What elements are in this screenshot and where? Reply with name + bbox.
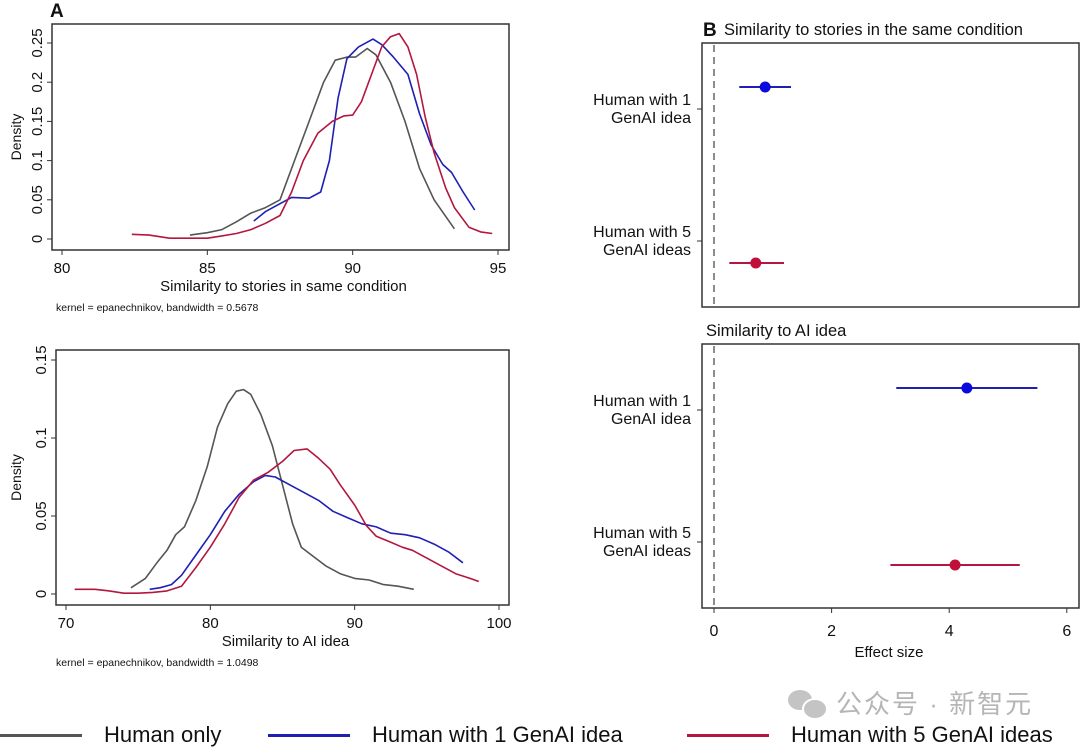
legend: Human only Human with 1 GenAI idea Human… [0,722,1080,752]
plot-frame [701,42,1080,308]
density-line-human-only [130,388,414,591]
category-label: Human with 1 [593,92,691,109]
density-line-human-only [189,47,456,236]
y-tick-label: 0.05 [29,185,46,214]
x-tick-label: 80 [202,615,219,632]
x-tick-label: 0 [710,623,719,640]
y-axis-label: Density [8,454,24,501]
plot-frame [701,343,1080,609]
x-tick-label: 95 [490,260,507,277]
panel-title: Similarity to stories in the same condit… [724,21,1023,39]
watermark-text: 公众号 · 新智元 [836,689,1034,719]
legend-swatch [687,733,769,737]
category-label: GenAI idea [611,110,691,127]
y-tick-label: 0 [33,590,50,598]
density-line-human-with-1-genai-idea [253,38,476,222]
x-tick-label: 70 [58,615,75,632]
y-tick-label: 0.15 [29,107,46,136]
y-tick-label: 0.1 [33,428,50,449]
category-label: GenAI ideas [603,242,691,259]
category-label: GenAI idea [611,411,691,428]
density-plot-similarity-ai-idea: 0 0.05 0.1 0.15 70 80 90 100 Density Similarity t… [8,345,512,669]
x-axis-label: Similarity to AI idea [222,633,350,650]
point-estimate [759,81,771,93]
panel-title: Similarity to AI idea [706,322,847,340]
legend-item-human-only: Human only [0,722,221,748]
density-line-human-with-1-genai-idea [149,474,464,591]
y-axis-label: Density [8,114,24,161]
kernel-note: kernel = epanechnikov, bandwidth = 0.567… [56,302,259,314]
x-axis-label: Similarity to stories in same condition [160,278,407,295]
category-label: Human with 5 [593,525,691,542]
x-tick-label: 85 [199,260,216,277]
y-tick-label: 0.2 [29,72,46,93]
density-line-human-with-5-genai-ideas [74,448,480,595]
panel-b-label: B [703,20,717,41]
point-estimate [750,257,762,269]
category-label: Human with 1 [593,393,691,410]
legend-item-human-1-genai: Human with 1 GenAI idea [268,722,623,748]
plot-frame [51,23,510,251]
point-estimate [949,559,961,571]
plot-frame [55,349,510,606]
y-tick-label: 0.05 [33,501,50,530]
kernel-note: kernel = epanechnikov, bandwidth = 1.049… [56,657,259,669]
legend-label: Human with 5 GenAI ideas [791,722,1053,747]
legend-swatch [0,733,82,737]
coef-plot-similarity-same-condition: Similarity to stories in the same condit… [593,21,1080,308]
x-tick-label: 100 [486,615,511,632]
x-tick-label: 90 [346,615,363,632]
legend-label: Human with 1 GenAI idea [372,722,623,747]
panel-a-label: A [50,1,64,22]
x-tick-label: 80 [54,260,71,277]
legend-item-human-5-genai: Human with 5 GenAI ideas [687,722,1053,748]
point-estimate [961,382,973,394]
legend-label: Human only [104,722,222,747]
category-label: Human with 5 [593,224,691,241]
y-tick-label: 0 [29,235,46,243]
category-label: GenAI ideas [603,543,691,560]
density-plot-similarity-same-condition: 0 0.05 0.1 0.15 0.2 0.25 80 85 90 95 Density Simila… [8,23,510,314]
x-tick-label: 90 [344,260,361,277]
x-axis-label: Effect size [855,644,924,661]
x-tick-label: 6 [1062,623,1071,640]
y-tick-label: 0.25 [29,28,46,57]
y-tick-label: 0.1 [29,150,46,171]
density-line-human-with-5-genai-ideas [131,32,493,239]
y-tick-label: 0.15 [33,345,50,374]
x-tick-label: 2 [827,623,836,640]
wechat-icon [788,688,828,720]
legend-swatch [268,733,350,737]
x-tick-label: 4 [945,623,954,640]
watermark: 公众号 · 新智元 [788,684,1033,721]
